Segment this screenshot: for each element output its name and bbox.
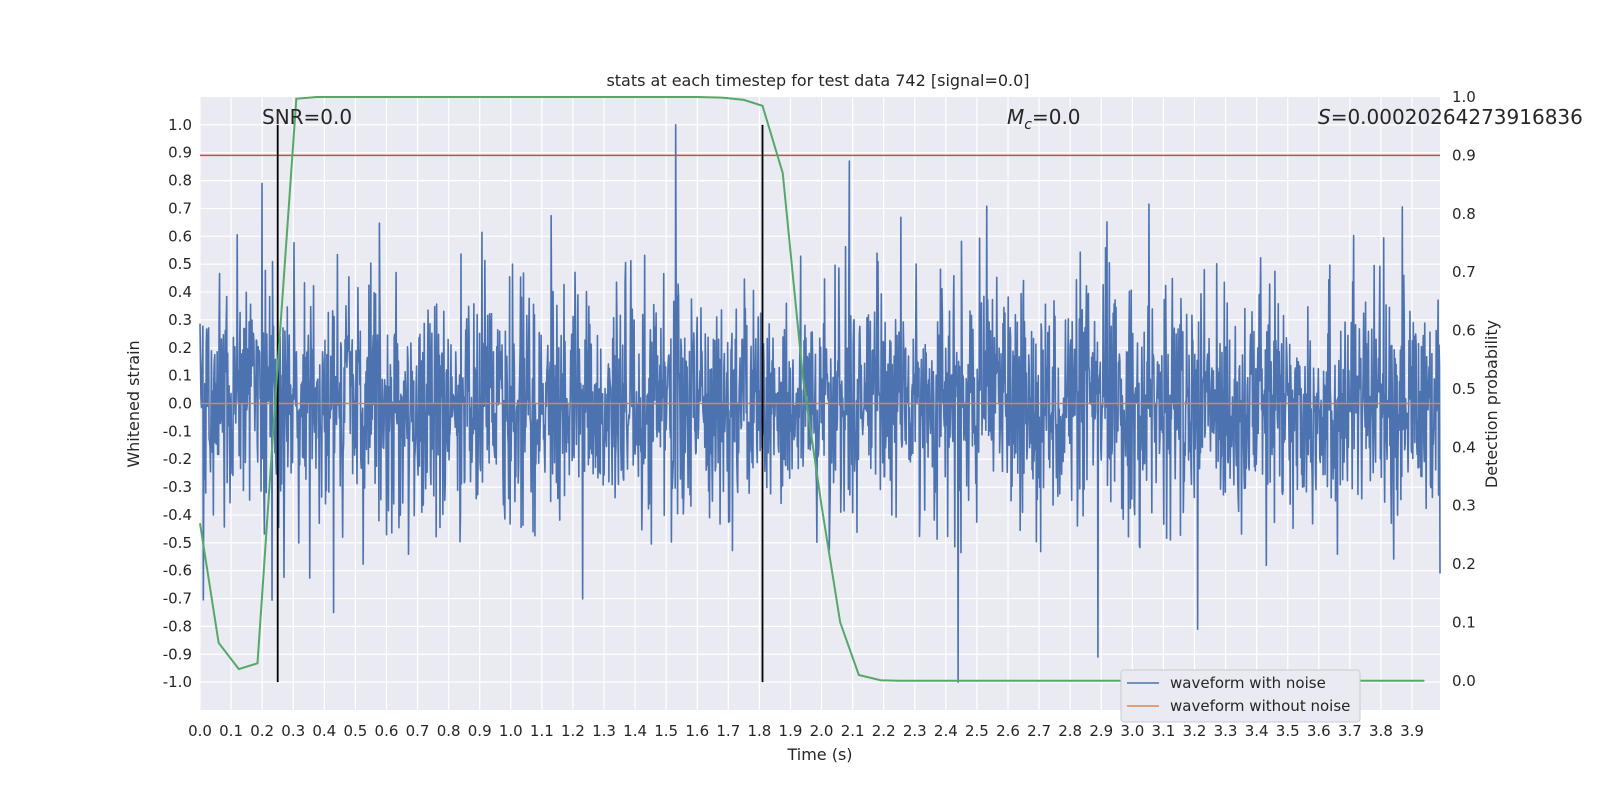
x-tick-label: 1.3 (592, 722, 616, 740)
x-tick-label: 2.8 (1058, 722, 1082, 740)
y2-tick-label: 0.1 (1452, 613, 1476, 631)
mc-subscript: c (1024, 117, 1032, 133)
s-value: =0.00020264273916836 (1331, 105, 1583, 129)
y-tick-label: 0.1 (168, 367, 192, 385)
y-tick-label: -0.6 (163, 562, 192, 580)
y2-tick-label: 0.2 (1452, 555, 1476, 573)
snr-annotation: SNR=0.0 (262, 105, 352, 129)
y-tick-label: -0.8 (163, 617, 192, 635)
x-tick-label: 3.6 (1307, 722, 1331, 740)
x-tick-label: 0.1 (219, 722, 243, 740)
y-tick-label: -0.4 (163, 506, 192, 524)
x-tick-label: 3.8 (1369, 722, 1393, 740)
y-tick-label: 0.3 (168, 311, 192, 329)
y2-tick-label: 0.4 (1452, 438, 1476, 456)
x-tick-label: 1.5 (654, 722, 678, 740)
mc-value: =0.0 (1032, 105, 1081, 129)
y2-tick-label: 1.0 (1452, 88, 1476, 106)
y-tick-label: 0.6 (168, 227, 192, 245)
y2-tick-label: 0.0 (1452, 672, 1476, 690)
legend-label-noise: waveform with noise (1170, 674, 1326, 692)
x-tick-label: 0.6 (375, 722, 399, 740)
mc-symbol: M (1007, 105, 1024, 129)
y-tick-label: -1.0 (163, 673, 192, 691)
y-tick-label: 0.9 (168, 144, 192, 162)
x-tick-label: 1.1 (530, 722, 554, 740)
chart-marks (199, 96, 1441, 683)
y2-tick-label: 0.9 (1452, 146, 1476, 164)
y-axis-ticks: 1.0 0.9 0.8 0.7 0.6 0.5 0.4 0.3 0.2 0.1 0.0 -0.1 -0.… (163, 116, 192, 691)
x-tick-label: 2.6 (996, 722, 1020, 740)
x-tick-label: 1.4 (623, 722, 647, 740)
x-tick-label: 1.2 (561, 722, 585, 740)
y2-tick-label: 0.6 (1452, 322, 1476, 340)
x-tick-label: 2.9 (1089, 722, 1113, 740)
x-tick-label: 2.3 (903, 722, 927, 740)
x-axis-ticks: 0.0 0.1 0.2 0.3 0.4 0.5 0.6 0.7 0.8 0.9 1.0 1.1 1.2 1… (188, 722, 1424, 740)
x-tick-label: 0.5 (343, 722, 367, 740)
x-tick-label: 3.2 (1183, 722, 1207, 740)
x-tick-label: 3.4 (1245, 722, 1269, 740)
y-tick-label: -0.5 (163, 534, 192, 552)
mc-annotation: Mc=0.0 (1007, 105, 1081, 133)
y-tick-label: 0.2 (168, 339, 192, 357)
x-tick-label: 3.3 (1214, 722, 1238, 740)
x-tick-label: 2.2 (872, 722, 896, 740)
x-tick-label: 2.1 (841, 722, 865, 740)
x-tick-label: 1.9 (779, 722, 803, 740)
x-tick-label: 1.0 (499, 722, 523, 740)
x-tick-label: 1.8 (747, 722, 771, 740)
x-tick-label: 2.7 (1027, 722, 1051, 740)
y2-tick-label: 0.8 (1452, 205, 1476, 223)
y-tick-label: -0.9 (163, 645, 192, 663)
x-tick-label: 3.7 (1338, 722, 1362, 740)
y2-axis-label: Detection probability (1482, 320, 1501, 488)
y2-tick-label: 0.5 (1452, 380, 1476, 398)
y-tick-label: 0.4 (168, 283, 192, 301)
x-tick-label: 0.9 (468, 722, 492, 740)
x-tick-label: 3.5 (1276, 722, 1300, 740)
y-tick-label: -0.7 (163, 590, 192, 608)
y-tick-label: 1.0 (168, 116, 192, 134)
x-tick-label: 0.0 (188, 722, 212, 740)
y2-tick-label: 0.3 (1452, 497, 1476, 515)
chart-title: stats at each timestep for test data 742… (606, 71, 1029, 90)
y-tick-label: 0.8 (168, 172, 192, 190)
y-axis-label: Whitened strain (124, 340, 143, 467)
x-tick-label: 3.0 (1120, 722, 1144, 740)
x-tick-label: 2.4 (934, 722, 958, 740)
x-tick-label: 0.8 (437, 722, 461, 740)
x-axis-label: Time (s) (786, 745, 852, 764)
series-detection-probability (199, 96, 1425, 682)
x-tick-label: 2.5 (965, 722, 989, 740)
y-tick-label: -0.2 (163, 450, 192, 468)
x-tick-label: 2.0 (810, 722, 834, 740)
legend: waveform with noise waveform without noi… (1120, 669, 1361, 723)
x-tick-label: 0.2 (250, 722, 274, 740)
s-symbol: S (1318, 105, 1331, 129)
x-tick-label: 0.4 (312, 722, 336, 740)
x-tick-label: 3.9 (1400, 722, 1424, 740)
x-tick-label: 1.7 (716, 722, 740, 740)
x-tick-label: 3.1 (1151, 722, 1175, 740)
legend-label-clean: waveform without noise (1170, 697, 1350, 715)
y-tick-label: 0.5 (168, 255, 192, 273)
x-tick-label: 1.6 (685, 722, 709, 740)
legend-box (1120, 669, 1361, 723)
s-annotation: S=0.00020264273916836 (1318, 105, 1583, 129)
x-tick-label: 0.3 (281, 722, 305, 740)
y2-axis-ticks: 1.0 0.9 0.8 0.7 0.6 0.5 0.4 0.3 0.2 0.1 0.0 (1452, 88, 1476, 690)
y2-tick-label: 0.7 (1452, 263, 1476, 281)
y-tick-label: -0.3 (163, 478, 192, 496)
y-tick-label: -0.1 (163, 422, 192, 440)
series-waveform-with-noise (199, 124, 1441, 683)
y-tick-label: 0.7 (168, 199, 192, 217)
x-tick-label: 0.7 (406, 722, 430, 740)
y-tick-label: 0.0 (168, 395, 192, 413)
